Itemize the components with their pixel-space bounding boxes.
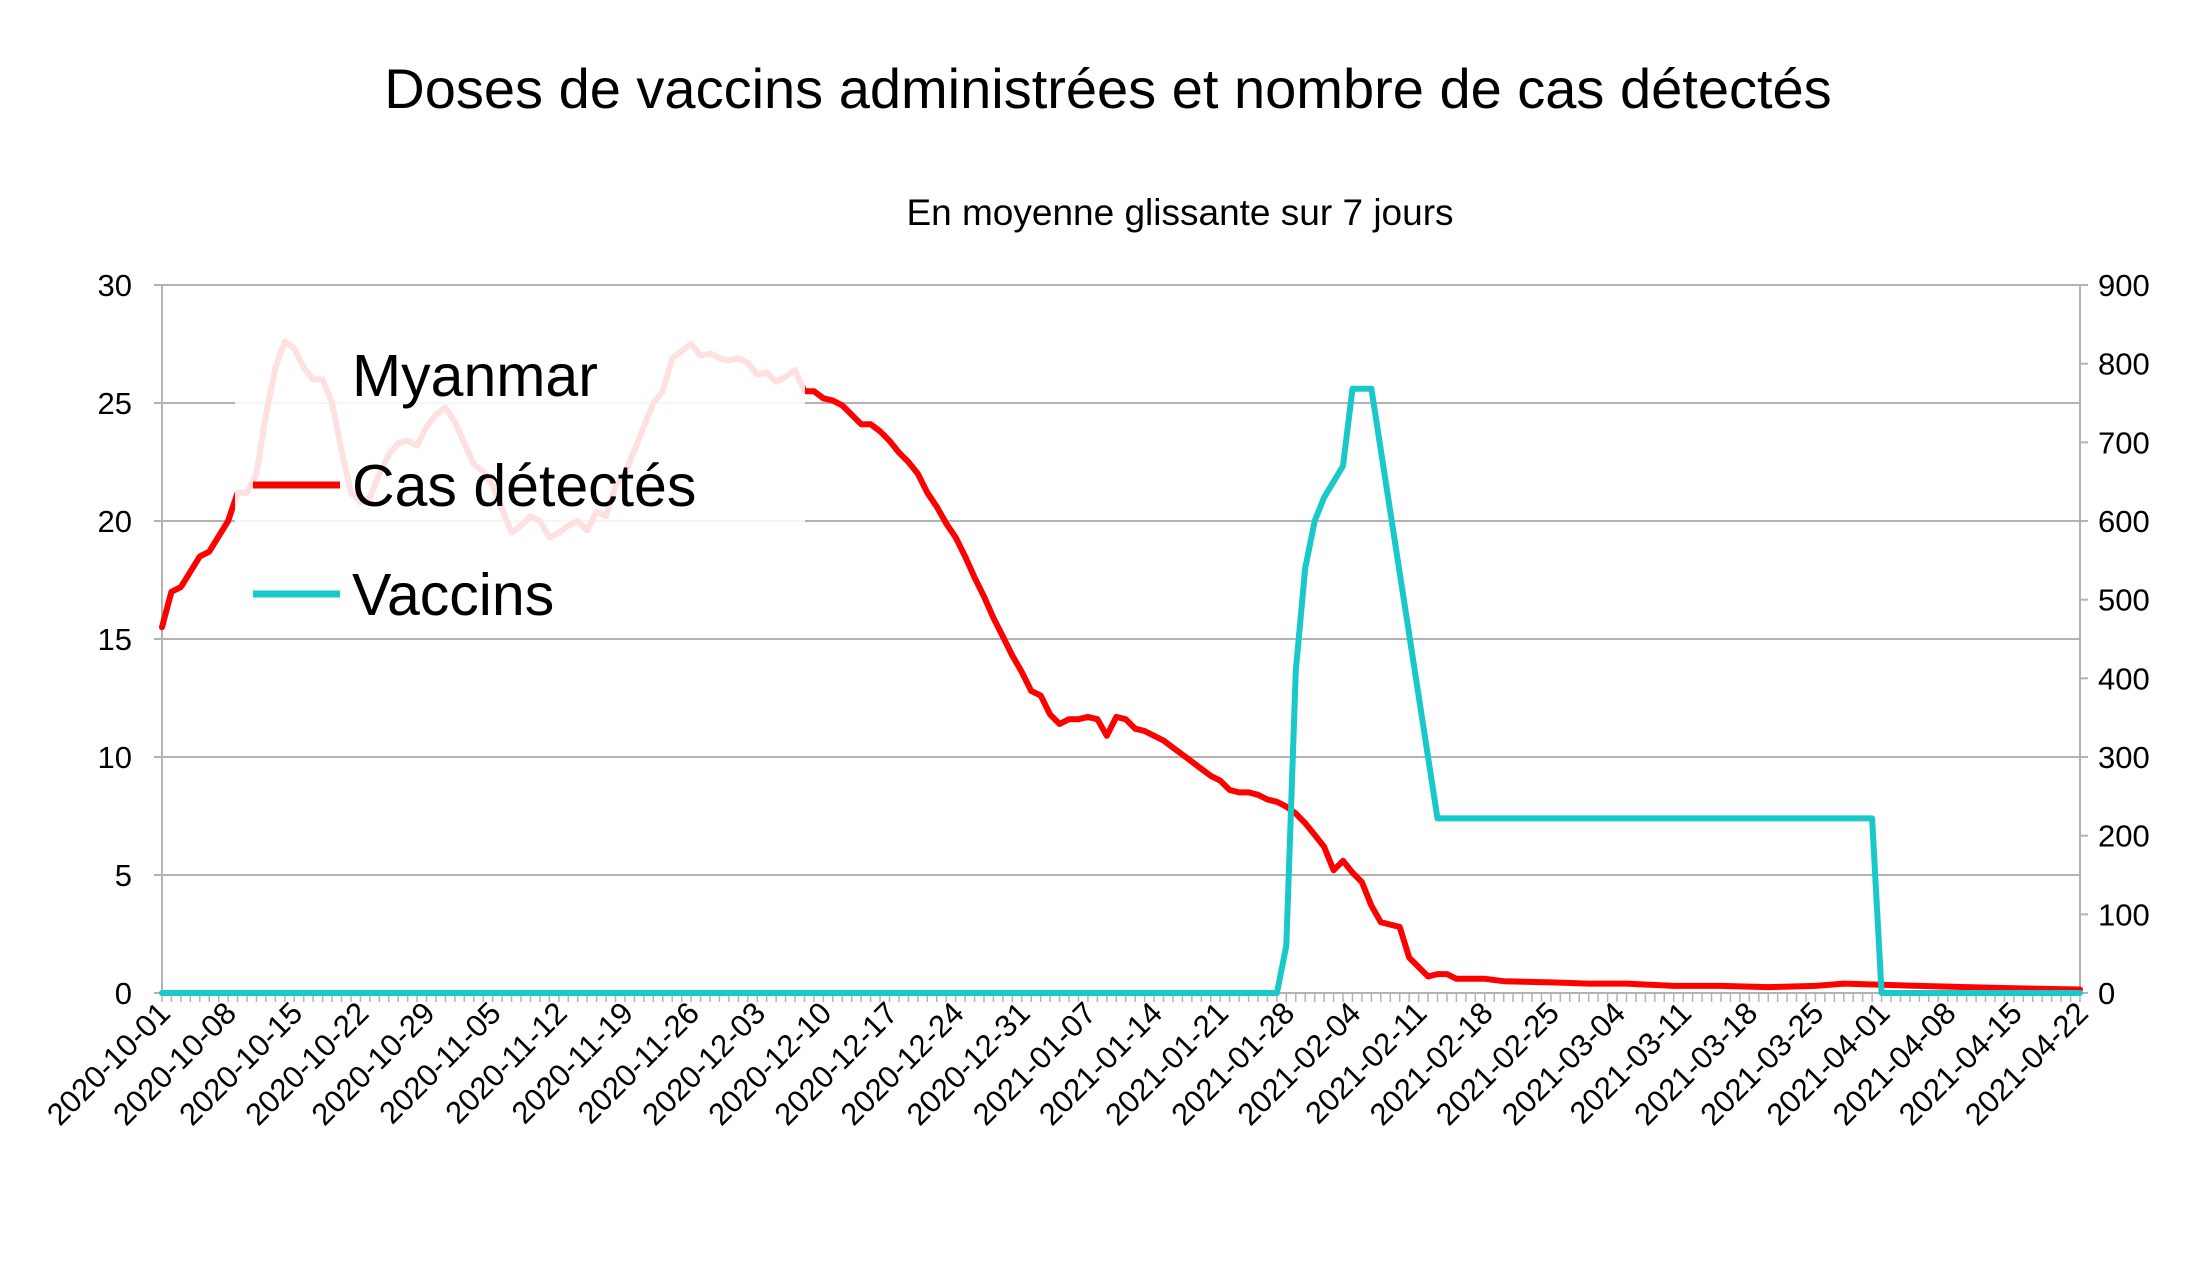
y-right-tick-label: 500 [2098, 583, 2150, 618]
chart-subtitle: En moyenne glissante sur 7 jours [906, 192, 1453, 233]
y-left-tick-label: 25 [98, 386, 132, 421]
y-right-tick-label: 300 [2098, 740, 2150, 775]
legend: Myanmar Cas détectés Vaccins [235, 320, 805, 638]
y-left-tick-label: 5 [115, 858, 132, 893]
y-right-tick-label: 0 [2098, 976, 2115, 1011]
y-left-tick-label: 10 [98, 740, 132, 775]
series-line-vaccins [159, 385, 2083, 996]
y-left-tick-label: 30 [98, 268, 132, 303]
y-right-tick-label: 800 [2098, 347, 2150, 382]
y-right-tick-label: 400 [2098, 661, 2150, 696]
y-left-tick-label: 20 [98, 504, 132, 539]
y-left-tick-label: 15 [98, 622, 132, 657]
legend-label-cas-detectes: Cas détectés [352, 453, 696, 519]
y-right-tick-label: 100 [2098, 897, 2150, 932]
y-right-tick-label: 700 [2098, 425, 2150, 460]
legend-title: Myanmar [352, 343, 598, 409]
y-left-tick-label: 0 [115, 976, 132, 1011]
y-right-tick-label: 200 [2098, 819, 2150, 854]
legend-label-vaccins: Vaccins [352, 562, 554, 628]
y-right-tick-label: 600 [2098, 504, 2150, 539]
chart-title: Doses de vaccins administrées et nombre … [384, 57, 1831, 120]
y-right-tick-label: 900 [2098, 268, 2150, 303]
legend-box [235, 320, 805, 638]
